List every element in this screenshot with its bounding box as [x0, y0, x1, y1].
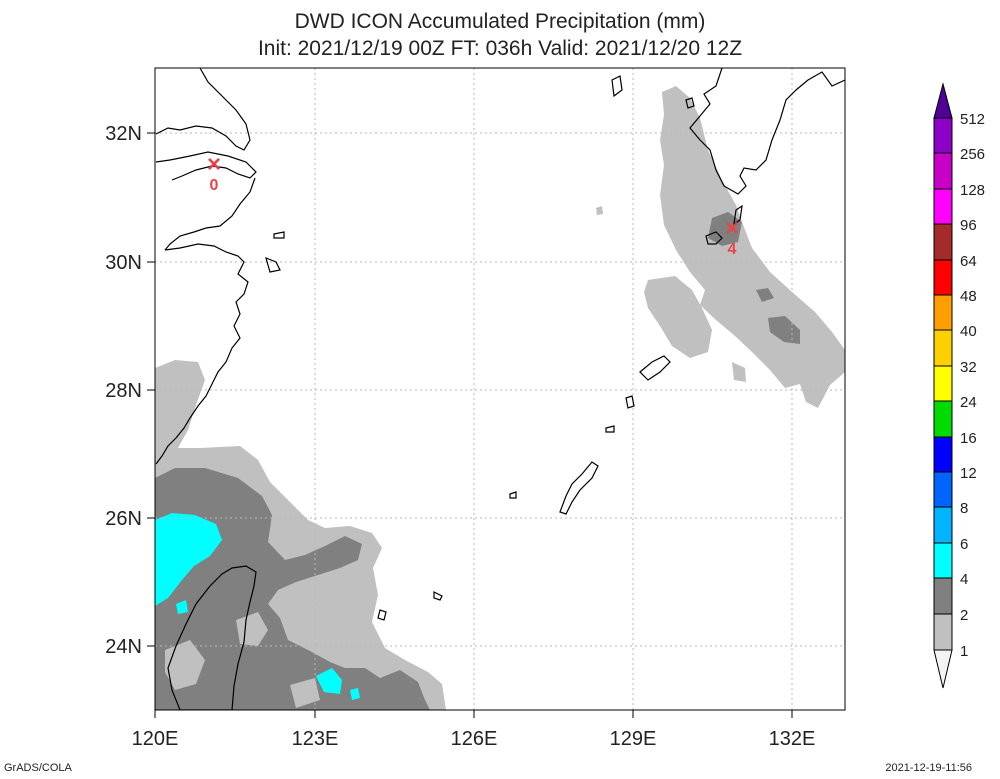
legend-label: 40: [960, 323, 977, 340]
footer-credit: GrADS/COLA: [4, 762, 72, 774]
station-value-label: 0: [210, 177, 219, 194]
legend-label: 8: [960, 500, 968, 517]
lat-tick-label: 24N: [105, 636, 142, 658]
coast-tanegashima: [733, 204, 743, 226]
legend-label: 6: [960, 536, 968, 553]
lon-tick-label: 120E: [132, 728, 179, 750]
precip-area-light-ne-3: [732, 362, 746, 382]
color-legend: [933, 82, 953, 689]
legend-box: [933, 436, 953, 473]
coast-tokara-2: [605, 425, 615, 433]
lon-tick-label: 129E: [610, 728, 657, 750]
lat-tick-label: 30N: [105, 252, 142, 274]
legend-box: [933, 613, 953, 651]
precip-area-cyan-4: [350, 688, 360, 700]
coast-amami: [639, 355, 671, 381]
map-subtitle: Init: 2021/12/19 00Z FT: 036h Valid: 202…: [257, 37, 743, 60]
legend-label: 512: [960, 111, 985, 128]
coast-islands-zhoushan: [265, 256, 281, 273]
coast-island-ne-1: [611, 75, 623, 98]
lat-tick-label: 28N: [105, 380, 142, 402]
coast-hangzhou-bay: [164, 177, 256, 251]
legend-box: [933, 471, 953, 508]
legend-box: [933, 117, 953, 154]
legend-box: [933, 259, 953, 296]
precip-area-light-ne-4: [596, 206, 603, 215]
coast-yakushima: [705, 231, 723, 245]
legend-label: 12: [960, 465, 977, 482]
coast-island-small-1: [273, 231, 285, 239]
legend-label: 48: [960, 288, 977, 305]
legend-label: 64: [960, 253, 977, 270]
coast-ryukyu-3: [509, 491, 517, 499]
precipitation-field: [155, 86, 845, 710]
lat-tick-label: 26N: [105, 508, 142, 530]
legend-box: [933, 223, 953, 261]
coastlines: [155, 68, 845, 710]
legend-label: 128: [960, 182, 985, 199]
precip-area-dark-ne-3: [756, 288, 774, 302]
legend-box: [933, 542, 953, 579]
legend-box: [933, 188, 953, 225]
legend-label: 4: [960, 571, 968, 588]
legend-label: 32: [960, 359, 977, 376]
legend-label: 24: [960, 394, 977, 411]
lon-tick-label: 123E: [292, 728, 339, 750]
coast-ryukyu-1: [377, 609, 387, 621]
precip-area-cyan-2: [316, 668, 342, 694]
legend-box: [933, 365, 953, 402]
precip-area-cyan-1: [155, 513, 222, 606]
precip-area-dark-ne-1: [708, 212, 742, 246]
legend-arrow-bottom: [933, 649, 953, 689]
legend-label: 96: [960, 217, 977, 234]
legend-box: [933, 294, 953, 331]
legend-box: [933, 152, 953, 190]
legend-label: 256: [960, 146, 985, 163]
lon-tick-label: 126E: [451, 728, 498, 750]
footer-timestamp: 2021-12-19-11:56: [885, 762, 972, 774]
legend-arrow-top: [933, 82, 953, 119]
coast-ryukyu-2: [433, 591, 443, 601]
coast-kyushu: [689, 68, 845, 195]
precip-area-light-ne-2: [644, 276, 712, 358]
precip-area-cyan-3: [176, 600, 188, 614]
station-value-label: 4: [728, 241, 737, 258]
precip-patch-light-1: [165, 640, 205, 690]
coast-yangtze-estuary: [155, 151, 257, 181]
legend-box: [933, 400, 953, 438]
coast-zhejiang: [155, 243, 249, 465]
axis-ticks: [147, 132, 793, 718]
station-marker-cross: ×: [207, 151, 221, 178]
coast-taiwan: [167, 565, 257, 710]
coast-okinawa: [559, 461, 599, 515]
lat-tick-label: 32N: [105, 123, 142, 145]
coast-tokara-1: [625, 395, 635, 409]
precip-patch-light-3: [290, 678, 320, 708]
map-grid: [155, 68, 845, 710]
legend-box: [933, 577, 953, 615]
lon-tick-label: 132E: [769, 728, 816, 750]
legend-box: [933, 329, 953, 367]
coast-island-ne-2: [685, 97, 695, 109]
precip-area-dark-sw: [155, 468, 430, 710]
legend-label: 1: [960, 643, 968, 660]
coast-china-north: [155, 68, 251, 151]
legend-label: 16: [960, 430, 977, 447]
map-title: DWD ICON Accumulated Precipitation (mm): [294, 10, 706, 33]
legend-label: 2: [960, 607, 968, 624]
station-marker-cross: ×: [725, 215, 739, 242]
map-frame: [154, 67, 846, 711]
legend-box: [933, 506, 953, 544]
precip-area-light-ne: [660, 86, 845, 408]
